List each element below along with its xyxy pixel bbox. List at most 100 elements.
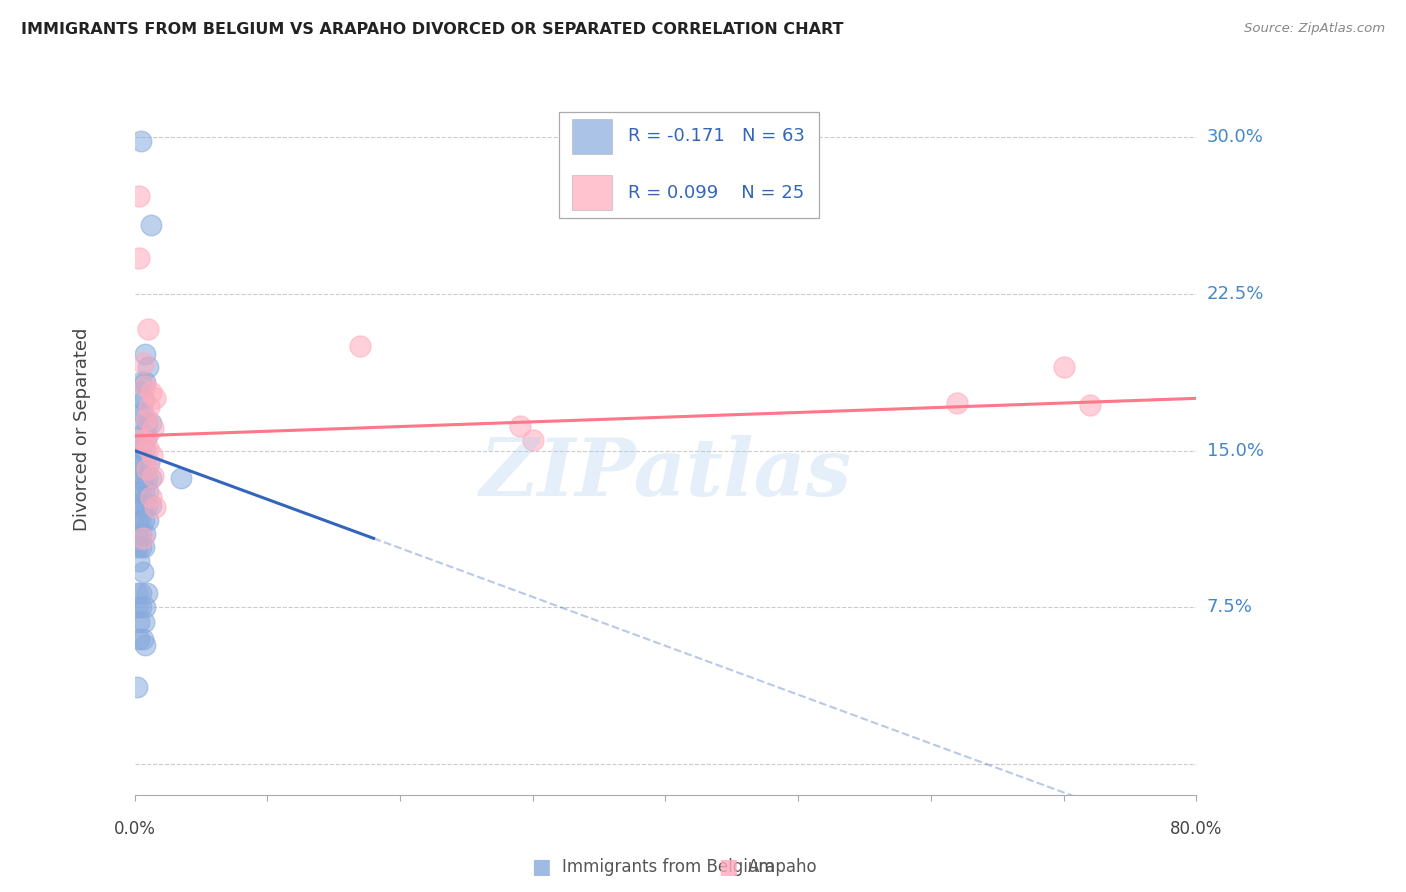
- Text: Immigrants from Belgium: Immigrants from Belgium: [562, 858, 775, 876]
- Point: [170, 471, 193, 485]
- Point: [135, 429, 157, 443]
- Point: [128, 406, 150, 420]
- Point: [131, 442, 153, 456]
- Point: [127, 512, 149, 526]
- Point: [129, 471, 152, 485]
- Point: [131, 540, 153, 554]
- FancyBboxPatch shape: [572, 175, 613, 211]
- Point: [127, 471, 149, 485]
- Point: [143, 500, 166, 514]
- Text: R = -0.171   N = 63: R = -0.171 N = 63: [628, 128, 806, 145]
- Point: [132, 485, 155, 500]
- Text: 7.5%: 7.5%: [1206, 599, 1253, 616]
- Point: [142, 420, 165, 434]
- Text: ■: ■: [718, 857, 738, 877]
- Text: R = 0.099    N = 25: R = 0.099 N = 25: [628, 184, 804, 202]
- Point: [139, 218, 162, 232]
- Point: [131, 532, 153, 546]
- Point: [131, 456, 153, 470]
- Point: [136, 442, 159, 456]
- Point: [132, 540, 155, 554]
- Point: [141, 448, 163, 462]
- Point: [134, 600, 156, 615]
- Point: [127, 540, 149, 554]
- Point: [349, 339, 371, 353]
- Point: [128, 615, 150, 629]
- Text: Source: ZipAtlas.com: Source: ZipAtlas.com: [1244, 22, 1385, 36]
- Point: [131, 406, 153, 420]
- Point: [132, 393, 155, 408]
- Point: [131, 356, 153, 370]
- Point: [1052, 359, 1074, 374]
- Point: [1078, 398, 1101, 412]
- Point: [131, 134, 153, 148]
- Text: 15.0%: 15.0%: [1206, 442, 1264, 459]
- Point: [136, 322, 159, 336]
- Point: [127, 498, 149, 512]
- Point: [135, 471, 157, 485]
- Point: [129, 485, 152, 500]
- Point: [134, 347, 156, 361]
- Point: [136, 512, 159, 526]
- Point: [132, 433, 155, 447]
- Text: Arapaho: Arapaho: [748, 858, 818, 876]
- Point: [127, 527, 149, 541]
- Point: [127, 680, 149, 694]
- FancyBboxPatch shape: [560, 112, 820, 218]
- Text: 30.0%: 30.0%: [1206, 128, 1264, 146]
- Point: [142, 468, 165, 483]
- Point: [129, 433, 152, 447]
- Text: IMMIGRANTS FROM BELGIUM VS ARAPAHO DIVORCED OR SEPARATED CORRELATION CHART: IMMIGRANTS FROM BELGIUM VS ARAPAHO DIVOR…: [21, 22, 844, 37]
- Point: [127, 585, 149, 599]
- Point: [127, 485, 149, 500]
- Point: [132, 512, 155, 526]
- Text: ■: ■: [531, 857, 551, 877]
- Point: [131, 375, 153, 389]
- Point: [131, 600, 153, 615]
- Point: [129, 385, 152, 400]
- Point: [131, 632, 153, 646]
- Point: [127, 442, 149, 456]
- Point: [131, 471, 153, 485]
- FancyBboxPatch shape: [572, 119, 613, 154]
- Point: [129, 498, 152, 512]
- Point: [135, 412, 157, 426]
- Point: [134, 442, 156, 456]
- Point: [139, 498, 162, 512]
- Point: [128, 188, 150, 202]
- Point: [134, 379, 156, 393]
- Point: [135, 498, 157, 512]
- Point: [134, 375, 156, 389]
- Point: [129, 512, 152, 526]
- Text: Divorced or Separated: Divorced or Separated: [73, 328, 90, 532]
- Point: [131, 527, 153, 541]
- Point: [136, 359, 159, 374]
- Text: 80.0%: 80.0%: [1170, 821, 1222, 838]
- Point: [135, 462, 157, 476]
- Point: [143, 392, 166, 406]
- Text: 0.0%: 0.0%: [114, 821, 156, 838]
- Point: [135, 585, 157, 599]
- Point: [508, 418, 530, 433]
- Point: [139, 471, 162, 485]
- Point: [135, 417, 157, 431]
- Point: [128, 426, 150, 441]
- Point: [136, 485, 159, 500]
- Point: [127, 456, 149, 470]
- Point: [131, 585, 153, 599]
- Text: ZIPatlas: ZIPatlas: [479, 434, 852, 512]
- Point: [134, 638, 156, 652]
- Point: [128, 632, 150, 646]
- Point: [522, 433, 544, 447]
- Point: [128, 252, 150, 266]
- Point: [131, 498, 153, 512]
- Point: [946, 395, 969, 409]
- Point: [128, 554, 150, 568]
- Point: [139, 385, 162, 400]
- Point: [138, 400, 160, 414]
- Point: [138, 456, 160, 470]
- Point: [132, 615, 155, 629]
- Point: [127, 600, 149, 615]
- Point: [131, 565, 153, 579]
- Point: [139, 490, 162, 504]
